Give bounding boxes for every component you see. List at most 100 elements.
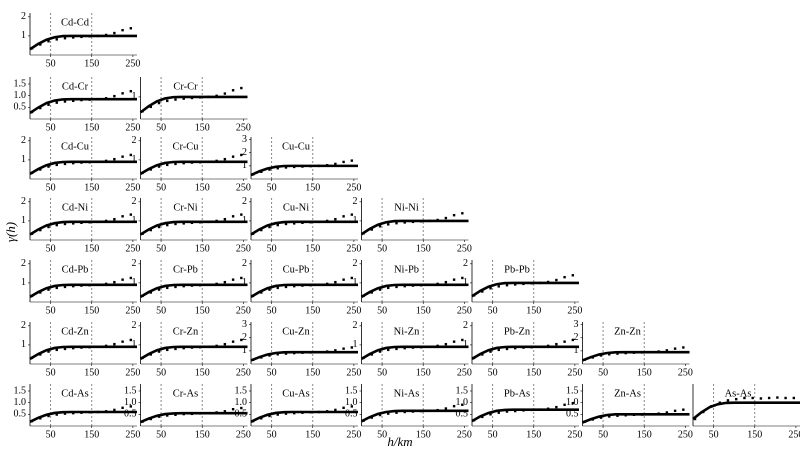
data-point	[387, 412, 390, 415]
x-tick-label: 150	[195, 122, 210, 133]
data-point	[489, 350, 492, 353]
data-point	[113, 31, 116, 35]
data-point	[121, 340, 124, 343]
data-point	[444, 342, 448, 346]
y-tick-label: 2	[242, 147, 247, 158]
data-point	[608, 415, 611, 418]
x-tick-label: 250	[236, 367, 251, 378]
panel-title: Ni-Ni	[394, 202, 419, 213]
data-point	[735, 397, 738, 401]
data-point	[240, 86, 243, 90]
x-tick-label: 150	[84, 429, 99, 440]
x-tick-label: 50	[156, 122, 166, 133]
model-curve	[29, 97, 137, 115]
model-curve	[471, 281, 579, 298]
data-point	[505, 347, 509, 351]
panel-title: Cu-As	[282, 388, 309, 399]
x-tick-label: 250	[678, 367, 693, 378]
y-tick-label: 2	[242, 258, 247, 269]
x-tick-label: 150	[526, 429, 541, 440]
data-point	[63, 222, 67, 226]
data-point	[571, 338, 575, 342]
model-curve	[582, 413, 690, 424]
data-point	[63, 285, 67, 289]
panel-title: Cu-Ni	[283, 202, 309, 213]
data-point	[63, 347, 67, 351]
data-point	[268, 168, 271, 171]
data-point	[563, 403, 566, 406]
data-point	[121, 28, 124, 32]
data-point	[166, 414, 169, 417]
data-point	[378, 225, 382, 228]
data-point	[223, 280, 227, 284]
data-point	[47, 103, 50, 106]
data-point	[452, 404, 456, 408]
y-tick-label: 1	[132, 154, 137, 165]
data-point	[293, 222, 296, 225]
data-point	[223, 92, 227, 95]
y-tick-label: 2	[242, 332, 247, 343]
data-point	[129, 213, 133, 216]
data-point	[166, 163, 169, 167]
model-curve	[360, 409, 469, 423]
model-curve	[360, 283, 469, 298]
data-point	[505, 410, 509, 413]
data-point	[157, 350, 161, 353]
data-point	[113, 94, 116, 98]
data-point	[792, 396, 796, 400]
panel-title: Cr-Cr	[173, 81, 198, 92]
x-tick-label: 50	[46, 58, 56, 69]
data-point	[461, 212, 464, 215]
data-point	[616, 352, 619, 355]
data-point	[284, 222, 288, 226]
data-point	[665, 411, 669, 414]
y-tick-label: 1.0	[14, 397, 27, 408]
data-point	[55, 286, 58, 290]
x-tick-label: 250	[457, 429, 472, 440]
data-point	[121, 278, 124, 281]
data-point	[166, 99, 169, 103]
data-point	[157, 288, 161, 291]
y-tick-label: 1.5	[345, 385, 358, 396]
data-point	[571, 274, 575, 277]
model-curve	[360, 219, 469, 236]
data-point	[743, 396, 746, 400]
data-point	[55, 223, 58, 227]
data-point	[350, 213, 354, 216]
y-tick-label: 3	[242, 319, 247, 330]
data-point	[276, 286, 279, 290]
x-tick-label: 150	[84, 122, 99, 133]
data-point	[276, 353, 279, 356]
data-point	[665, 349, 669, 352]
data-point	[174, 162, 177, 166]
y-tick-label: 1	[21, 215, 26, 226]
panel-title: Cd-Zn	[61, 326, 89, 337]
data-point	[121, 92, 124, 95]
data-point	[461, 403, 464, 406]
model-curve	[29, 160, 137, 175]
data-point	[174, 347, 177, 351]
y-tick-label: 1.0	[235, 397, 248, 408]
x-tick-label: 50	[156, 305, 166, 316]
data-point	[342, 347, 345, 350]
panel-title: Cu-Pb	[283, 264, 310, 275]
data-point	[166, 223, 169, 227]
data-point	[113, 157, 116, 161]
x-tick-label: 150	[305, 367, 320, 378]
data-point	[759, 397, 763, 400]
panel: 50 150 250 1 2 Cd-Pb	[21, 258, 140, 316]
y-axis-label: γ(h)	[3, 222, 18, 242]
y-tick-label: 2	[353, 258, 358, 269]
y-tick-label: 2	[574, 332, 579, 343]
y-tick-label: 1.5	[14, 78, 27, 89]
y-tick-label: 1	[21, 154, 26, 165]
data-point	[72, 284, 75, 288]
data-point	[231, 215, 235, 218]
panel: 50 150 250 1 2 Cd-Cu	[21, 135, 140, 193]
data-point	[334, 217, 337, 221]
panel: 50 150 250 1 2 Cr-Pb	[132, 258, 251, 316]
y-tick-label: 1.5	[124, 385, 137, 396]
y-tick-label: 1	[242, 345, 247, 356]
model-curve	[29, 410, 137, 423]
